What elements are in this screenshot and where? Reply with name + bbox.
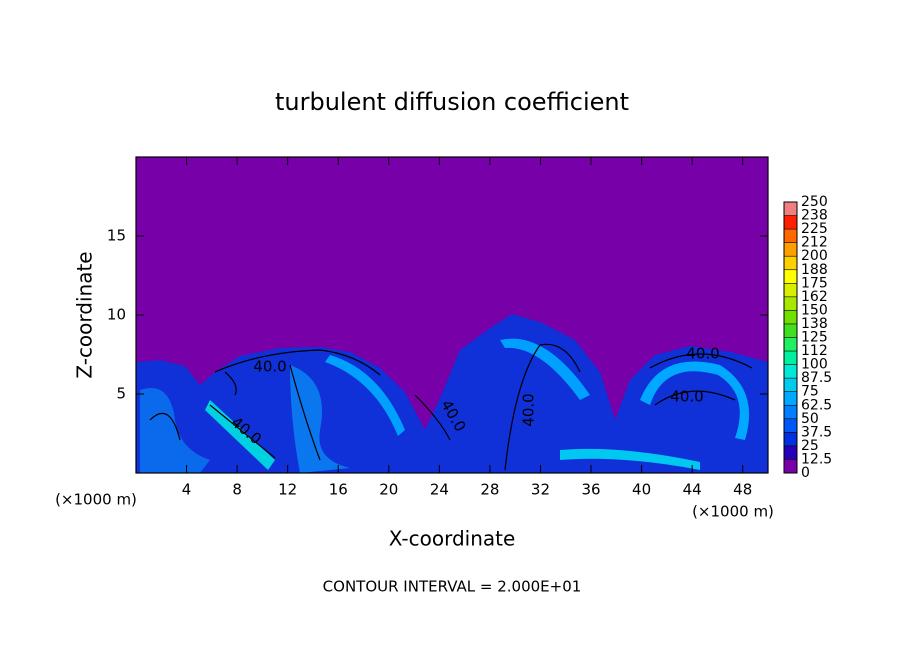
x-unit-label: (×1000 m) (692, 503, 774, 521)
contour-label: 40.0 (520, 393, 538, 426)
field (136, 314, 768, 473)
y-tick-label: 15 (107, 227, 126, 245)
x-tick-label: 12 (278, 481, 297, 499)
colorbar-swatch (784, 310, 797, 324)
x-tick-label: 8 (232, 481, 242, 499)
colorbar-label: 138 (801, 316, 828, 332)
colorbar-swatch (784, 283, 797, 297)
colorbar-swatch (784, 391, 797, 406)
chart-title: turbulent diffusion coefficient (275, 88, 629, 116)
colorbar-label: 212 (801, 235, 828, 251)
colorbar-swatch (784, 296, 797, 311)
colorbar-label: 62.5 (801, 397, 832, 413)
contour-lines (149, 343, 753, 471)
colorbar-swatch (784, 445, 797, 460)
colorbar-label: 12.5 (801, 451, 832, 467)
field-region (500, 338, 590, 400)
colorbar-label: 75 (801, 384, 819, 400)
contour-label: 40.0 (670, 388, 703, 406)
colorbar-label: 150 (801, 302, 828, 318)
colorbar-swatch (784, 378, 797, 392)
x-tick-label: 48 (733, 481, 752, 499)
footnote: CONTOUR INTERVAL = 2.000E+01 (323, 578, 582, 596)
y-axis-label: Z-coordinate (73, 251, 97, 378)
colorbar-frame (783, 201, 798, 474)
x-tick-label: 44 (683, 481, 702, 499)
colorbar-swatch (784, 202, 797, 216)
colorbar-swatch (784, 351, 797, 365)
field-region (640, 361, 750, 440)
contour-label: 40.0 (253, 358, 286, 376)
colorbar-swatch (784, 405, 797, 419)
colorbar-swatch (784, 323, 797, 338)
colorbar-label: 37.5 (801, 424, 832, 440)
y-tick-label: 10 (107, 306, 126, 324)
colorbar-swatch (784, 337, 797, 352)
colorbar-label: 188 (801, 262, 828, 278)
x-tick-label: 4 (182, 481, 192, 499)
x-unit-label: (×1000 m) (55, 491, 137, 509)
y-tick-label: 5 (116, 385, 126, 403)
colorbar-swatch (784, 432, 797, 446)
colorbar-label: 112 (801, 343, 828, 359)
colorbar-label: 225 (801, 221, 828, 237)
colorbar-label: 250 (801, 194, 828, 210)
field-region (290, 365, 350, 473)
colorbar-swatch (784, 364, 797, 379)
colorbar-label: 100 (801, 357, 828, 373)
field-region (325, 355, 405, 436)
colorbar-label: 25 (801, 438, 819, 454)
colorbar-swatch (784, 269, 797, 284)
colorbar-swatch (784, 459, 797, 473)
colorbar-swatch (784, 215, 797, 230)
x-axis-label: X-coordinate (389, 527, 516, 551)
x-tick-label: 24 (430, 481, 449, 499)
colorbar-label: 125 (801, 330, 828, 346)
colorbar-label: 50 (801, 411, 819, 427)
field-region (560, 448, 700, 470)
field-region (205, 400, 275, 470)
colorbar-label: 87.5 (801, 370, 832, 386)
x-tick-label: 32 (531, 481, 550, 499)
colorbar-swatch (784, 256, 797, 270)
field-region (140, 388, 210, 473)
colorbar-label: 200 (801, 248, 828, 264)
x-tick-label: 16 (329, 481, 348, 499)
colorbar-swatch (784, 242, 797, 257)
x-tick-label: 28 (480, 481, 499, 499)
colorbar-label: 238 (801, 208, 828, 224)
colorbar-label: 162 (801, 289, 828, 305)
x-tick-label: 40 (632, 481, 651, 499)
contour-label: 40.0 (686, 345, 719, 363)
x-tick-label: 20 (379, 481, 398, 499)
colorbar-swatch (784, 418, 797, 433)
x-tick-label: 36 (581, 481, 600, 499)
colorbar-swatch (784, 229, 797, 243)
colorbar-label: 175 (801, 275, 828, 291)
colorbar-label: 0 (801, 465, 810, 481)
